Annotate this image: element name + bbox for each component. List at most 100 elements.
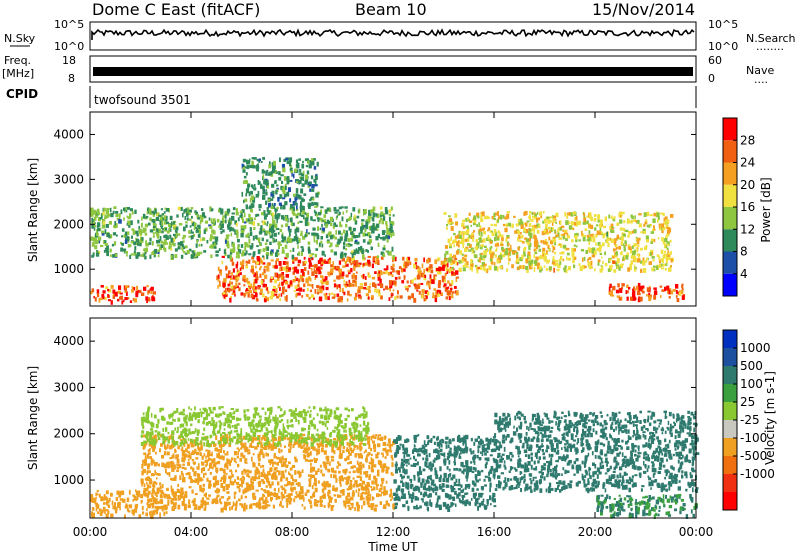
echo-cell <box>335 230 337 235</box>
echo-cell <box>613 269 616 273</box>
echo-cell <box>230 479 232 484</box>
echo-cell <box>354 215 356 218</box>
echo-cell <box>612 286 615 290</box>
echo-cell <box>305 493 308 497</box>
echo-cell <box>277 197 279 202</box>
nave-marker: .... <box>754 73 768 86</box>
echo-cell <box>254 157 257 160</box>
echo-cell <box>494 266 497 271</box>
echo-cell <box>217 480 219 485</box>
echo-cell <box>295 432 298 434</box>
echo-cell <box>160 241 163 244</box>
echo-cell <box>170 497 172 500</box>
echo-cell <box>290 280 292 284</box>
echo-cell <box>371 454 373 456</box>
echo-cell <box>538 245 540 247</box>
echo-cell <box>138 514 141 518</box>
echo-cell <box>275 273 277 278</box>
echo-cell <box>630 221 633 224</box>
echo-cell <box>312 485 314 489</box>
echo-cell <box>502 255 505 257</box>
colorbar-segment <box>723 140 737 162</box>
echo-cell <box>265 192 267 196</box>
echo-cell <box>667 244 670 247</box>
echo-cell <box>315 233 318 235</box>
echo-cell <box>348 486 352 490</box>
echo-cell <box>334 410 337 414</box>
echo-cell <box>293 279 296 283</box>
echo-cell <box>579 263 581 266</box>
echo-cell <box>267 263 270 268</box>
echo-cell <box>361 455 363 458</box>
echo-cell <box>286 295 288 299</box>
echo-cell <box>262 255 264 257</box>
echo-cell <box>173 503 176 507</box>
echo-cell <box>377 436 379 440</box>
echo-cell <box>391 444 393 447</box>
echo-cell <box>359 447 363 450</box>
echo-cell <box>590 248 592 253</box>
echo-cell <box>444 259 446 262</box>
echo-cell <box>241 483 243 488</box>
echo-cell <box>599 232 601 236</box>
echo-cell <box>549 216 552 218</box>
echo-cell <box>368 289 371 293</box>
echo-cell <box>246 204 248 209</box>
echo-cell <box>320 264 323 266</box>
echo-cell <box>317 235 320 239</box>
echo-cell <box>273 494 276 497</box>
echo-cell <box>296 216 298 218</box>
echo-cell <box>204 229 206 234</box>
echo-cell <box>342 272 345 277</box>
colorbar-segment <box>723 252 737 274</box>
echo-cell <box>117 491 120 493</box>
echo-cell <box>480 218 483 222</box>
echo-cell <box>103 208 106 211</box>
echo-cell <box>654 239 656 242</box>
echo-cell <box>341 252 344 257</box>
echo-cell <box>282 168 285 173</box>
echo-cell <box>529 211 531 214</box>
echo-cell <box>230 278 233 280</box>
echo-cell <box>529 229 531 232</box>
echo-cell <box>565 220 569 225</box>
echo-cell <box>393 214 395 216</box>
echo-cell <box>358 264 361 267</box>
echo-cell <box>265 497 267 501</box>
echo-cell <box>447 280 450 283</box>
echo-cell <box>221 261 223 265</box>
echo-cell <box>377 470 380 474</box>
echo-cell <box>377 284 380 286</box>
echo-cell <box>219 284 221 287</box>
echo-cell <box>183 477 186 479</box>
echo-cell <box>389 280 392 285</box>
echo-cell <box>497 267 499 272</box>
echo-cell <box>121 301 123 305</box>
echo-cell <box>650 214 653 216</box>
echo-cell <box>255 266 257 269</box>
echo-cell <box>349 428 352 432</box>
frequency-panel: Freq. [MHz] 18 8 60 0 Nave .... <box>2 54 774 86</box>
echo-cell <box>253 187 256 190</box>
echo-cell <box>431 279 435 284</box>
echo-cell <box>117 299 120 302</box>
echo-cell <box>237 447 240 449</box>
echo-cell <box>449 296 451 300</box>
echo-cell <box>609 226 611 230</box>
echo-cell <box>247 233 249 237</box>
echo-cell <box>539 256 541 259</box>
echo-cell <box>245 266 248 269</box>
echo-cell <box>357 476 360 479</box>
echo-cell <box>254 437 257 440</box>
echo-cell <box>138 491 141 495</box>
echo-cell <box>166 242 168 244</box>
echo-cell <box>218 279 220 282</box>
echo-cell <box>156 217 159 221</box>
echo-cell <box>339 284 341 288</box>
echo-cell <box>237 276 239 280</box>
echo-cell <box>405 264 408 268</box>
echo-cell <box>263 174 265 179</box>
echo-cell <box>279 203 282 206</box>
echo-cell <box>339 260 341 264</box>
echo-cell <box>378 293 381 297</box>
